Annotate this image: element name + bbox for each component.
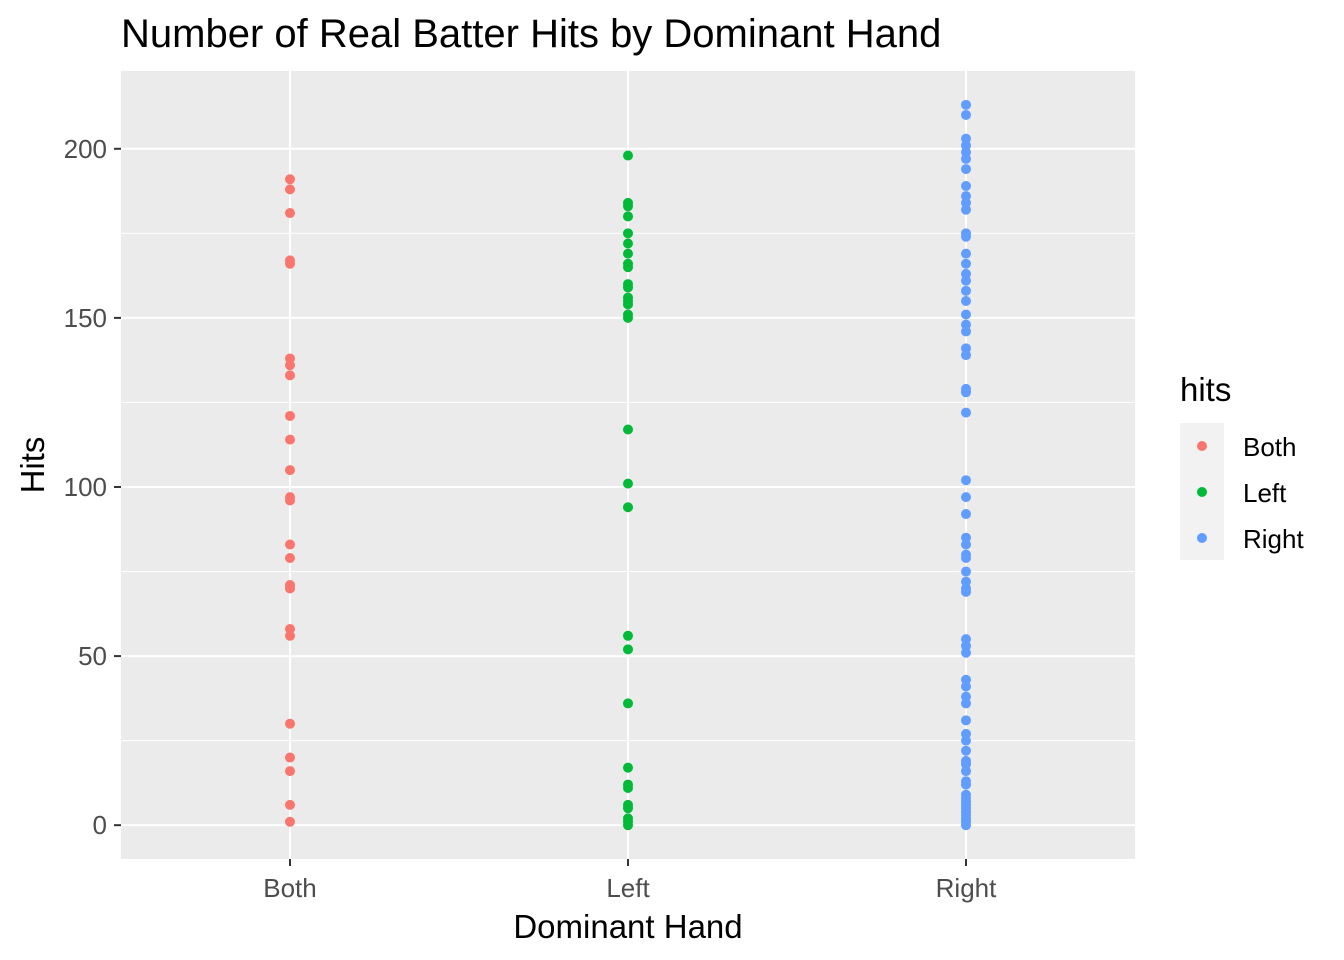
y-tick-label: 200: [64, 134, 107, 164]
data-point-right: [961, 248, 971, 259]
data-point-left: [623, 630, 633, 641]
data-point-right: [961, 715, 971, 726]
legend: hits Both Left Right: [1180, 371, 1304, 560]
legend-key-left: [1197, 487, 1207, 497]
data-point-right: [961, 231, 971, 242]
data-point-left: [623, 282, 633, 293]
data-point-left: [623, 762, 633, 773]
chart-title: Number of Real Batter Hits by Dominant H…: [121, 12, 941, 56]
y-axis-title: Hits: [14, 437, 51, 494]
data-point-right: [961, 164, 971, 175]
data-point-right: [961, 509, 971, 520]
data-point-both: [285, 434, 295, 445]
x-axis: Both Left Right: [263, 859, 997, 903]
data-point-both: [285, 410, 295, 421]
data-point-right: [961, 779, 971, 790]
data-point-right: [961, 586, 971, 597]
data-point-right: [961, 475, 971, 486]
data-point-right: [961, 153, 971, 164]
data-point-both: [285, 816, 295, 827]
data-point-both: [285, 465, 295, 476]
legend-key-both: [1197, 441, 1207, 451]
data-point-left: [623, 262, 633, 273]
data-point-left: [623, 211, 633, 222]
data-point-both: [285, 208, 295, 219]
x-tick-label: Right: [936, 873, 997, 903]
legend-label-left: Left: [1243, 478, 1287, 508]
legend-title: hits: [1180, 371, 1231, 408]
data-point-right: [961, 492, 971, 503]
data-point-both: [285, 360, 295, 371]
data-point-left: [623, 228, 633, 239]
data-point-right: [961, 820, 971, 831]
data-point-both: [285, 630, 295, 641]
data-point-both: [285, 174, 295, 185]
data-point-both: [285, 553, 295, 564]
data-point-left: [623, 782, 633, 793]
data-point-right: [961, 275, 971, 286]
data-point-both: [285, 495, 295, 506]
data-point-right: [961, 745, 971, 756]
data-point-left: [623, 238, 633, 249]
data-point-right: [961, 647, 971, 658]
data-point-right: [961, 539, 971, 550]
data-point-both: [285, 539, 295, 550]
data-point-left: [623, 502, 633, 513]
data-point-left: [623, 201, 633, 212]
data-point-both: [285, 799, 295, 810]
data-point-right: [961, 285, 971, 296]
legend-key-right: [1197, 533, 1207, 543]
data-point-right: [961, 350, 971, 361]
data-point-right: [961, 553, 971, 564]
data-point-right: [961, 309, 971, 320]
data-point-both: [285, 184, 295, 195]
data-point-left: [623, 299, 633, 310]
data-point-both: [285, 766, 295, 777]
legend-label-both: Both: [1243, 432, 1297, 462]
data-point-both: [285, 752, 295, 763]
data-point-right: [961, 766, 971, 777]
y-axis: 0 50 100 150 200: [64, 134, 121, 840]
data-point-both: [285, 258, 295, 269]
data-point-right: [961, 387, 971, 398]
data-point-both: [285, 718, 295, 729]
x-tick-label: Both: [263, 873, 317, 903]
data-point-right: [961, 99, 971, 110]
y-tick-label: 50: [78, 641, 107, 671]
data-point-right: [961, 698, 971, 709]
data-point-right: [961, 681, 971, 692]
data-point-left: [623, 312, 633, 323]
data-point-right: [961, 735, 971, 746]
data-point-both: [285, 583, 295, 594]
data-point-left: [623, 478, 633, 489]
y-tick-label: 100: [64, 472, 107, 502]
data-point-both: [285, 370, 295, 381]
data-point-left: [623, 803, 633, 814]
x-tick-label: Left: [606, 873, 650, 903]
data-point-left: [623, 698, 633, 709]
data-point-right: [961, 295, 971, 306]
data-point-right: [961, 180, 971, 191]
data-point-right: [961, 204, 971, 215]
data-point-left: [623, 248, 633, 259]
data-point-left: [623, 644, 633, 655]
y-tick-label: 150: [64, 303, 107, 333]
data-point-left: [623, 820, 633, 831]
data-point-left: [623, 150, 633, 161]
x-axis-title: Dominant Hand: [513, 908, 742, 945]
y-tick-label: 0: [93, 810, 107, 840]
data-point-right: [961, 566, 971, 577]
data-points: [285, 99, 971, 831]
data-point-left: [623, 424, 633, 435]
data-point-right: [961, 258, 971, 269]
data-point-right: [961, 109, 971, 120]
data-point-right: [961, 407, 971, 418]
data-point-right: [961, 326, 971, 337]
legend-label-right: Right: [1243, 524, 1304, 554]
